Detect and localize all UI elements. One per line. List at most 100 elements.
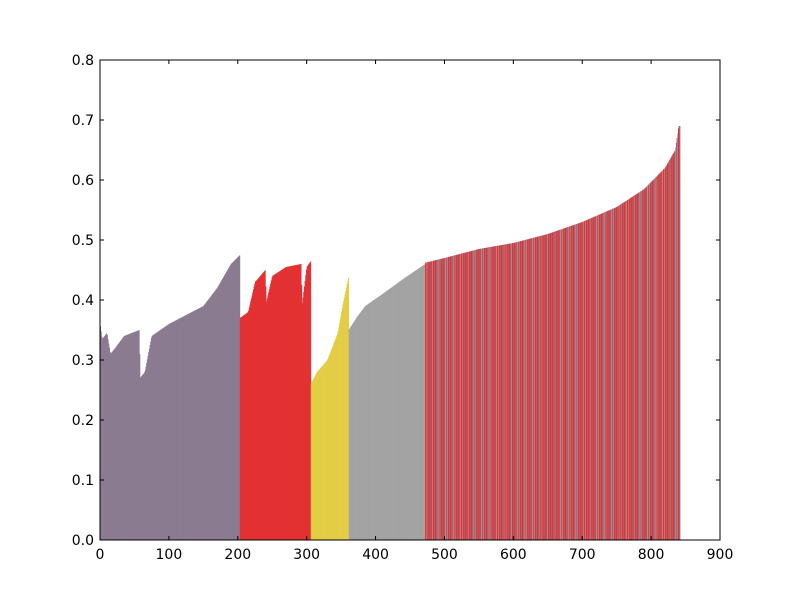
bar bbox=[657, 175, 659, 540]
bar bbox=[489, 247, 491, 540]
bar bbox=[119, 342, 121, 540]
bar bbox=[121, 339, 123, 540]
bar bbox=[568, 226, 570, 540]
bar bbox=[427, 262, 429, 540]
bar bbox=[627, 199, 629, 540]
bar bbox=[314, 375, 316, 540]
bar bbox=[200, 307, 202, 540]
bar bbox=[355, 318, 357, 540]
bar bbox=[120, 340, 122, 540]
bar bbox=[460, 253, 462, 540]
bar bbox=[396, 283, 398, 540]
bar bbox=[540, 235, 542, 540]
bar bbox=[612, 208, 614, 540]
bar bbox=[408, 275, 410, 540]
bar bbox=[676, 138, 678, 540]
bar bbox=[529, 238, 531, 540]
bar bbox=[164, 327, 166, 540]
bar bbox=[259, 276, 261, 540]
bar bbox=[578, 223, 580, 540]
bar bbox=[395, 284, 397, 540]
bar bbox=[215, 289, 217, 540]
bar bbox=[180, 317, 182, 540]
bar bbox=[184, 315, 186, 540]
bar bbox=[400, 280, 402, 540]
bar bbox=[278, 271, 280, 540]
bar bbox=[286, 266, 288, 540]
bar bbox=[507, 243, 509, 540]
bar bbox=[263, 271, 265, 540]
bar bbox=[319, 369, 321, 540]
x-tick-label: 100 bbox=[156, 547, 183, 563]
bar bbox=[129, 333, 131, 540]
bar bbox=[344, 294, 346, 540]
bar bbox=[340, 315, 342, 540]
bar bbox=[365, 305, 367, 540]
bar bbox=[517, 241, 519, 540]
bar bbox=[352, 324, 354, 540]
bar bbox=[195, 309, 197, 540]
bar bbox=[410, 273, 412, 540]
bar bbox=[618, 205, 620, 541]
bar bbox=[367, 304, 369, 540]
bar bbox=[548, 233, 550, 540]
bar bbox=[439, 259, 441, 540]
bar bbox=[549, 233, 551, 540]
bar bbox=[466, 252, 468, 540]
bar bbox=[162, 328, 164, 540]
bar bbox=[436, 259, 438, 540]
bar bbox=[345, 291, 347, 540]
bar bbox=[510, 243, 512, 541]
bar bbox=[153, 334, 155, 540]
bar bbox=[296, 264, 298, 540]
bar bbox=[516, 242, 518, 540]
bar bbox=[412, 272, 414, 540]
bar bbox=[589, 218, 591, 541]
bar bbox=[402, 279, 404, 540]
bar bbox=[398, 282, 400, 540]
bar bbox=[317, 370, 319, 540]
bar bbox=[312, 380, 314, 540]
bar bbox=[177, 319, 179, 540]
bar bbox=[290, 266, 292, 540]
bar bbox=[329, 353, 331, 540]
bar bbox=[534, 237, 536, 540]
bar bbox=[159, 330, 161, 540]
bar bbox=[373, 300, 375, 540]
bar bbox=[377, 297, 379, 540]
bar bbox=[140, 376, 142, 540]
bar bbox=[542, 235, 544, 540]
bar bbox=[509, 243, 511, 540]
bar bbox=[139, 354, 141, 540]
bar bbox=[527, 239, 529, 540]
bar bbox=[595, 216, 597, 540]
bar bbox=[567, 226, 569, 541]
bar bbox=[658, 174, 660, 540]
bar bbox=[644, 187, 646, 540]
bar bbox=[131, 332, 133, 540]
bar bbox=[323, 363, 325, 540]
bar bbox=[606, 211, 608, 540]
bar bbox=[363, 308, 365, 540]
bar bbox=[638, 192, 640, 540]
bar bbox=[432, 260, 434, 540]
bar bbox=[587, 219, 589, 540]
bar bbox=[503, 244, 505, 540]
bar bbox=[354, 320, 356, 540]
bar bbox=[132, 332, 134, 540]
bar bbox=[584, 220, 586, 540]
bar bbox=[404, 277, 406, 540]
bar bbox=[255, 281, 257, 540]
bar bbox=[526, 239, 528, 541]
bar bbox=[590, 218, 592, 540]
bar bbox=[204, 304, 206, 540]
bar bbox=[465, 252, 467, 540]
bar bbox=[376, 297, 378, 540]
bar bbox=[347, 281, 349, 540]
bar bbox=[407, 275, 409, 540]
bar bbox=[478, 249, 480, 540]
bar bbox=[528, 238, 530, 540]
bar bbox=[639, 191, 641, 540]
bar bbox=[589, 218, 591, 540]
